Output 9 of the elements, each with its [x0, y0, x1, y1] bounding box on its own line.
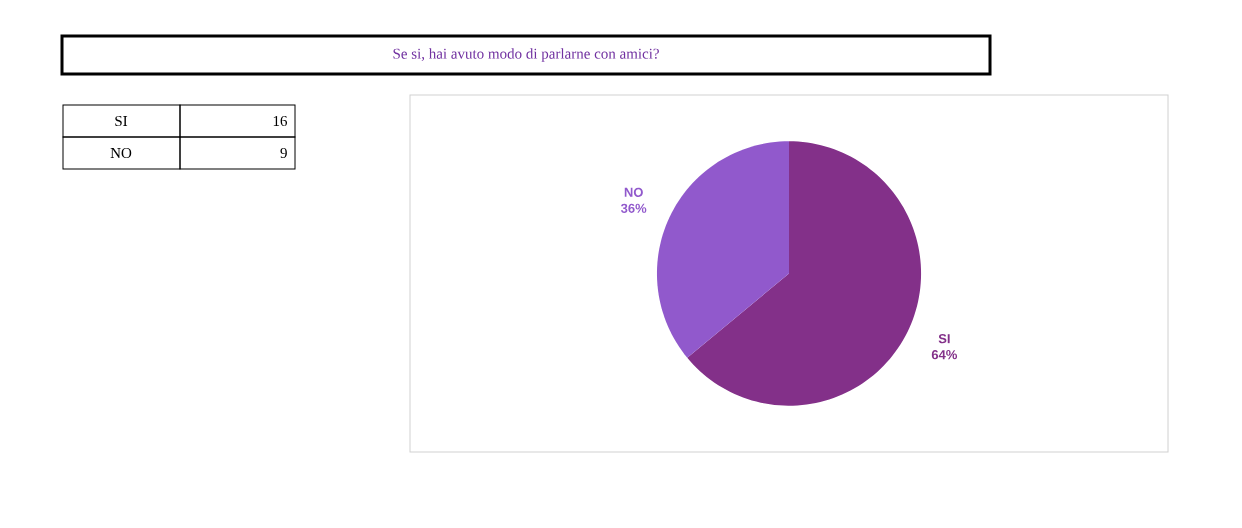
text: 16 — [273, 115, 288, 127]
chart-title: Se si, hai avuto modo di parlarne con amici? — [393, 48, 659, 62]
slice-label: SI — [938, 334, 950, 344]
data-label: 64% — [931, 350, 958, 360]
text: 9 — [280, 147, 287, 159]
category-label: NO — [110, 147, 132, 159]
data-label: 36% — [620, 203, 647, 213]
category-label: SI — [115, 115, 128, 127]
slice-label: NO — [624, 187, 643, 197]
